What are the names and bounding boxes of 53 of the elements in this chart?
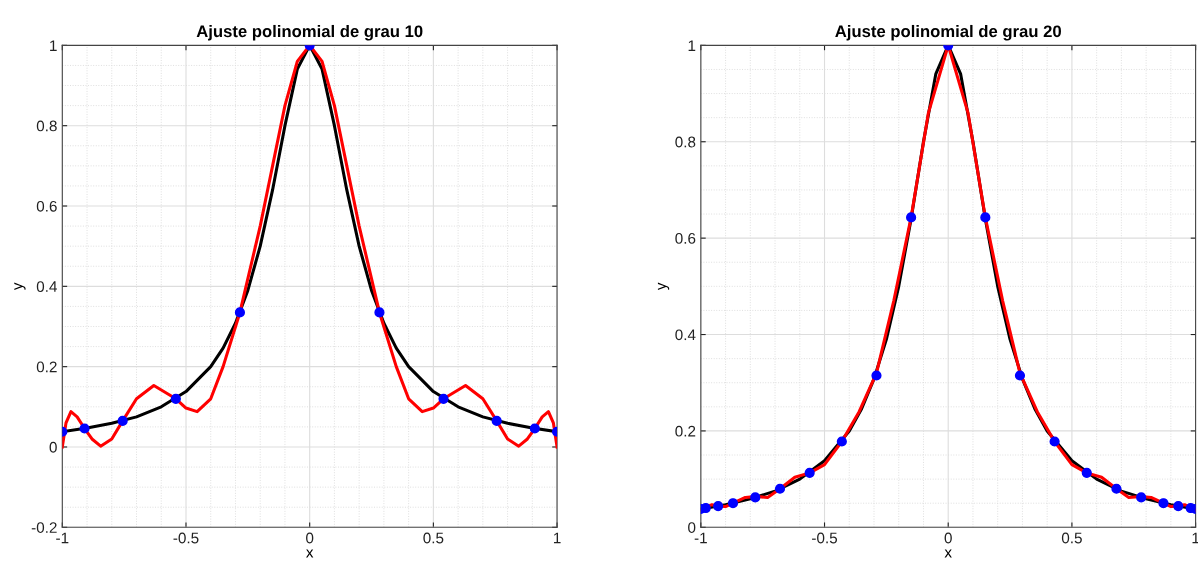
y-tick-label: 1 [688,40,696,51]
y-tick-label: 0.6 [36,200,57,212]
point [374,307,385,318]
point [1049,436,1060,447]
y-tick-label: 0.4 [36,281,57,293]
point [1173,501,1184,512]
x-tick-label: 1 [553,532,561,544]
point [117,415,128,426]
point [700,502,711,514]
y-tick-label: -0.2 [31,522,57,533]
y-tick-label: 0.4 [675,329,696,341]
x-axis-title: x [944,549,952,558]
y-tick-label: 1 [50,40,57,51]
point [774,483,786,494]
point [1111,483,1122,494]
point [906,212,917,223]
x-tick-label: 0 [944,532,952,544]
x-tick-label: 0 [306,532,314,544]
point [1014,370,1026,381]
y-tick-label: 0 [688,522,696,533]
y-tick-label: 0.6 [675,233,696,244]
x-tick-label: -0.5 [812,532,838,544]
point [713,501,724,512]
point [727,498,739,509]
x-tick-label: 0.5 [1061,532,1082,544]
point [438,393,449,404]
point [804,467,815,478]
y-tick-label: 0 [49,441,57,453]
x-tick-label: 0.5 [423,532,444,544]
point [1136,492,1147,503]
point [529,423,540,434]
x-tick-label: -1 [694,532,707,544]
x-axis-title: x [306,549,314,558]
x-tick-label: -0.5 [173,532,199,544]
x-tick-label: -1 [56,532,69,544]
y-tick-label: 0.8 [675,136,696,148]
chart-title: Ajuste polinomial de grau 20 [835,24,1061,41]
chart-title: Ajuste polinomial de grau 10 [196,24,423,41]
point [491,415,502,426]
y-axis-title: y [657,282,670,291]
point [170,393,181,404]
point [836,436,847,447]
point [79,423,90,434]
y-tick-label: 0.2 [36,361,57,373]
y-tick-label: 0.2 [675,425,696,437]
point [234,307,246,318]
point [871,370,882,381]
point [980,212,991,223]
y-axis-title: y [14,282,26,291]
point [1081,467,1092,478]
point [750,492,761,503]
y-tick-label: 0.8 [36,120,57,132]
point [1158,498,1169,509]
